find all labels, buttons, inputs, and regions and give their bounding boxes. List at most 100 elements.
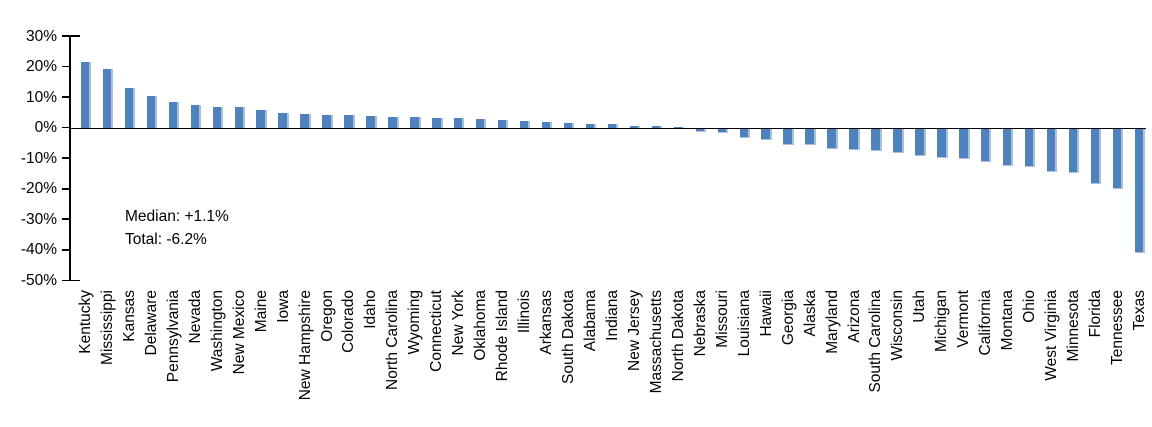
x-axis-label: Idaho — [362, 290, 380, 329]
x-axis-label: New York — [450, 290, 468, 356]
bar — [278, 112, 289, 128]
bar — [585, 124, 597, 128]
bar — [1068, 128, 1080, 174]
bar — [761, 128, 772, 140]
x-axis-label: Delaware — [142, 290, 160, 356]
x-axis-label: Utah — [911, 290, 929, 323]
y-axis-tick — [61, 96, 69, 98]
x-axis-label: Tennessee — [1109, 290, 1127, 365]
y-axis-tick-label: -10% — [20, 149, 57, 167]
bar — [607, 124, 619, 128]
x-axis-label: Mississippi — [98, 290, 116, 365]
bar — [915, 128, 926, 156]
bar — [783, 128, 794, 145]
x-axis-label: South Carolina — [867, 290, 885, 393]
x-axis-label: Kentucky — [77, 290, 94, 354]
y-axis-tick — [61, 126, 69, 129]
x-axis-label: North Carolina — [384, 290, 402, 390]
y-axis-tick — [61, 279, 69, 282]
bar — [739, 128, 750, 139]
x-axis-label: Illinois — [516, 290, 534, 334]
total-annotation: Total: -6.2% — [125, 231, 207, 248]
y-axis-tick-label: -50% — [20, 271, 57, 289]
bar — [981, 128, 992, 162]
x-axis-label: Pennsylvania — [164, 290, 182, 383]
x-axis-label: New Mexico — [230, 290, 248, 375]
bar — [1134, 128, 1146, 253]
x-axis-label: Oklahoma — [472, 290, 490, 361]
y-axis-tick-label: -20% — [20, 180, 57, 198]
x-axis-label: Nebraska — [691, 290, 709, 357]
bar — [168, 102, 180, 128]
x-axis-label: West Virginia — [1043, 290, 1061, 381]
bar — [1024, 128, 1036, 168]
x-axis-label: South Dakota — [560, 290, 578, 384]
bar — [1090, 128, 1102, 185]
x-axis-label: Missouri — [713, 290, 731, 348]
y-axis-tick-label: 30% — [25, 27, 57, 45]
y-axis-tick-label: -40% — [20, 241, 57, 259]
x-axis-label: Connecticut — [428, 290, 446, 372]
x-axis-label: Louisiana — [735, 290, 753, 357]
x-axis-label: Maryland — [823, 290, 841, 354]
median-annotation: Median: +1.1% — [125, 208, 229, 225]
x-axis-label: Indiana — [603, 290, 621, 341]
bar — [519, 120, 531, 128]
bar — [717, 128, 728, 134]
x-axis-label: Arkansas — [538, 290, 556, 355]
bar — [366, 116, 377, 128]
x-axis-label: California — [977, 290, 995, 356]
x-axis-label: Oregon — [318, 290, 336, 342]
bar — [1046, 128, 1058, 172]
y-axis-tick-label: -30% — [20, 210, 57, 228]
x-axis-label: Montana — [999, 290, 1017, 351]
bar — [388, 116, 399, 128]
y-axis-line — [69, 36, 71, 281]
x-axis-label: Florida — [1087, 290, 1105, 338]
y-axis-tick-label: 0% — [34, 119, 57, 137]
bar — [300, 113, 311, 128]
bar — [805, 128, 816, 146]
bar — [959, 128, 970, 159]
bar — [1003, 128, 1014, 166]
x-axis-label: North Dakota — [669, 290, 687, 382]
chart-annotation: Median: +1.1% Total: -6.2% — [125, 205, 229, 251]
x-axis-label: New Jersey — [625, 290, 643, 371]
bar — [651, 126, 663, 128]
x-axis-label: Washington — [208, 290, 226, 372]
bar — [212, 106, 223, 128]
y-axis-endcap — [69, 279, 80, 282]
x-axis-label: Kansas — [120, 290, 138, 342]
bar — [80, 61, 92, 128]
y-axis-endcap — [69, 35, 80, 37]
x-axis-label: Michigan — [933, 290, 951, 353]
bar — [432, 117, 443, 128]
bar — [937, 128, 948, 158]
x-axis-label: Georgia — [779, 290, 797, 346]
bar — [256, 110, 267, 128]
x-axis-label: Alaska — [801, 290, 819, 337]
bar — [102, 68, 114, 128]
x-axis-label: Hawaii — [757, 290, 775, 337]
bar — [563, 122, 575, 128]
bar — [190, 104, 201, 128]
bar — [146, 95, 158, 128]
y-axis-tick — [61, 35, 69, 37]
y-axis-tick — [61, 65, 69, 68]
y-axis-tick — [61, 187, 69, 190]
bar — [827, 128, 838, 150]
bar — [871, 128, 882, 151]
bar — [629, 125, 641, 128]
x-axis-label: Ohio — [1021, 290, 1039, 323]
x-axis-label: Wyoming — [406, 290, 424, 355]
bar — [476, 118, 487, 128]
x-axis-label: Vermont — [955, 290, 973, 348]
bar — [344, 115, 355, 128]
bar — [322, 114, 333, 128]
x-axis-label: Massachusetts — [647, 290, 665, 394]
y-axis-tick-label: 20% — [25, 58, 57, 76]
x-axis-label: Texas — [1130, 290, 1148, 331]
bar — [454, 118, 465, 128]
bar — [124, 88, 136, 128]
